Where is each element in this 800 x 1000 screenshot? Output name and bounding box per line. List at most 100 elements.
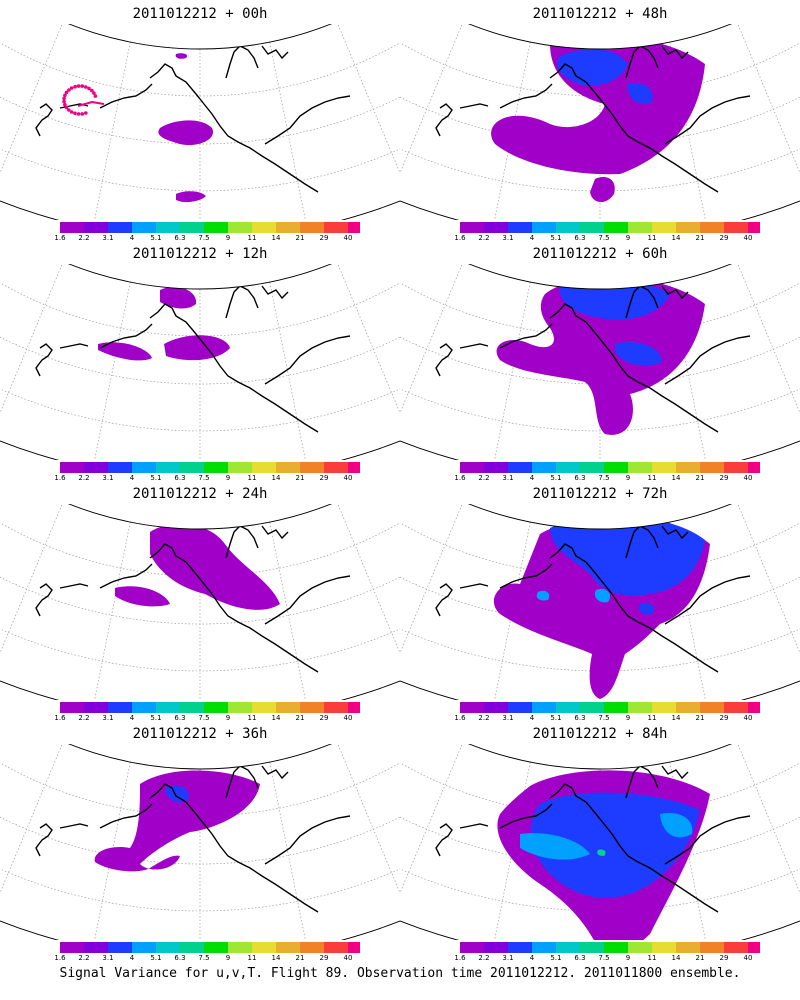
colorbar-swatch: [652, 942, 677, 953]
track-point: [62, 99, 66, 104]
colorbar-swatch: [508, 702, 533, 713]
variance-region-5: [597, 849, 606, 856]
colorbar-swatch: [252, 702, 277, 713]
coastline: [435, 525, 751, 673]
colorbar-label: 7.5: [198, 474, 210, 482]
colorbar-label: 40: [343, 474, 353, 482]
variance-region-1: [160, 286, 197, 309]
colorbar-label: 2.2: [478, 714, 490, 722]
colorbar-swatch: [276, 222, 301, 233]
colorbar-swatch: [700, 462, 725, 473]
colorbar-swatch: [532, 462, 557, 473]
variance-region-3: [627, 82, 653, 104]
colorbar-swatch: [604, 702, 629, 713]
map-plot: [400, 264, 800, 460]
colorbar-swatch: [228, 462, 253, 473]
colorbar-label: 1.6: [454, 234, 466, 242]
colorbar-swatch: [252, 462, 277, 473]
map-frame: [400, 24, 800, 220]
track-point: [90, 88, 94, 93]
colorbar-label: 3.1: [102, 474, 114, 482]
colorbar-label: 5.1: [550, 474, 562, 482]
colorbar-swatch: [204, 462, 229, 473]
colorbar-label: 6.3: [574, 714, 586, 722]
colorbar-swatch: [180, 222, 205, 233]
colorbar-label: 9: [625, 954, 631, 962]
variance-region-3: [520, 833, 590, 860]
colorbar-label: 5.1: [150, 474, 162, 482]
colorbar-label: 5.1: [150, 714, 162, 722]
variance-region-2: [556, 49, 628, 86]
colorbar-swatch: [60, 702, 85, 713]
colorbar-swatch: [700, 942, 725, 953]
colorbar-label: 21: [695, 234, 705, 242]
colorbar-label: 40: [343, 714, 353, 722]
map-panel-2: 2011012212 + 48h 1.6 2.2 3.1 4 5.1 6.3 7.5 9 11 14…: [400, 0, 800, 242]
colorbar: [460, 702, 760, 713]
colorbar-label: 6.3: [174, 954, 186, 962]
colorbar-label: 14: [271, 234, 281, 242]
map-plot: [400, 24, 800, 220]
map-frame: [400, 744, 800, 940]
colorbar-swatch: [228, 942, 253, 953]
map-frame: [0, 504, 400, 700]
colorbar-label: 1.6: [54, 954, 66, 962]
colorbar-swatch: [676, 462, 701, 473]
colorbar-swatch: [348, 222, 360, 233]
colorbar-swatch: [348, 702, 360, 713]
colorbar-label: 29: [719, 234, 729, 242]
colorbar-labels: 1.6 2.2 3.1 4 5.1 6.3 7.5 9 11 14 21 29 40: [454, 474, 760, 484]
map-panel-6: 2011012212 + 72h 1.6 2.2 3.1 4 5.1 6.3 7.5 9 11 14…: [400, 480, 800, 722]
colorbar-swatch: [556, 222, 581, 233]
colorbar-label: 3.1: [502, 714, 514, 722]
colorbar-swatch: [724, 702, 749, 713]
colorbar-swatch: [460, 222, 485, 233]
colorbar-swatch: [652, 462, 677, 473]
colorbar-swatch: [180, 702, 205, 713]
colorbar-label: 1.6: [454, 714, 466, 722]
colorbar-label: 29: [319, 234, 329, 242]
colorbar: [60, 462, 360, 473]
map-panel-7: 2011012212 + 36h 1.6 2.2 3.1 4 5.1 6.3 7.5 9 11 14…: [0, 720, 400, 962]
map-graticule: [0, 264, 400, 460]
colorbar-swatch: [348, 942, 360, 953]
colorbar-label: 11: [647, 234, 657, 242]
variance-region-2: [115, 586, 170, 607]
colorbar-label: 11: [247, 954, 257, 962]
colorbar-label: 7.5: [198, 954, 210, 962]
colorbar-swatch: [580, 942, 605, 953]
figure-caption: Signal Variance for u,v,T. Flight 89. Ob…: [59, 966, 741, 981]
colorbar-label: 14: [271, 954, 281, 962]
colorbar-label: 1.6: [454, 474, 466, 482]
colorbar-label: 9: [625, 714, 631, 722]
track-point: [76, 84, 81, 88]
colorbar-swatch: [580, 462, 605, 473]
variance-region-2: [176, 191, 206, 203]
colorbar-swatch: [460, 702, 485, 713]
colorbar-label: 29: [319, 954, 329, 962]
colorbar: [60, 942, 360, 953]
colorbar-swatch: [724, 462, 749, 473]
colorbar-label: 5.1: [150, 954, 162, 962]
track-point: [64, 90, 69, 95]
map-panel-1: 2011012212 + 00h 1.6 2.2 3.1 4 5.1 6.3 7.5 9 11 14…: [0, 0, 400, 242]
colorbar-label: 3.1: [102, 954, 114, 962]
colorbar-label: 5.1: [550, 234, 562, 242]
colorbar-swatch: [484, 702, 509, 713]
colorbar-label: 21: [695, 474, 705, 482]
colorbar-swatch: [748, 942, 760, 953]
colorbar-label: 6.3: [574, 234, 586, 242]
colorbar-swatch: [84, 462, 109, 473]
variance-region-3: [164, 335, 230, 361]
colorbar-swatch: [300, 222, 325, 233]
colorbar-label: 9: [625, 234, 631, 242]
colorbar-label: 6.3: [574, 954, 586, 962]
colorbar-label: 21: [295, 954, 305, 962]
colorbar-swatch: [228, 222, 253, 233]
colorbar-swatch: [676, 942, 701, 953]
colorbar-label: 9: [225, 474, 231, 482]
colorbar-swatch: [556, 702, 581, 713]
colorbar-swatch: [484, 222, 509, 233]
panel-title: 2011012212 + 60h: [532, 246, 668, 262]
